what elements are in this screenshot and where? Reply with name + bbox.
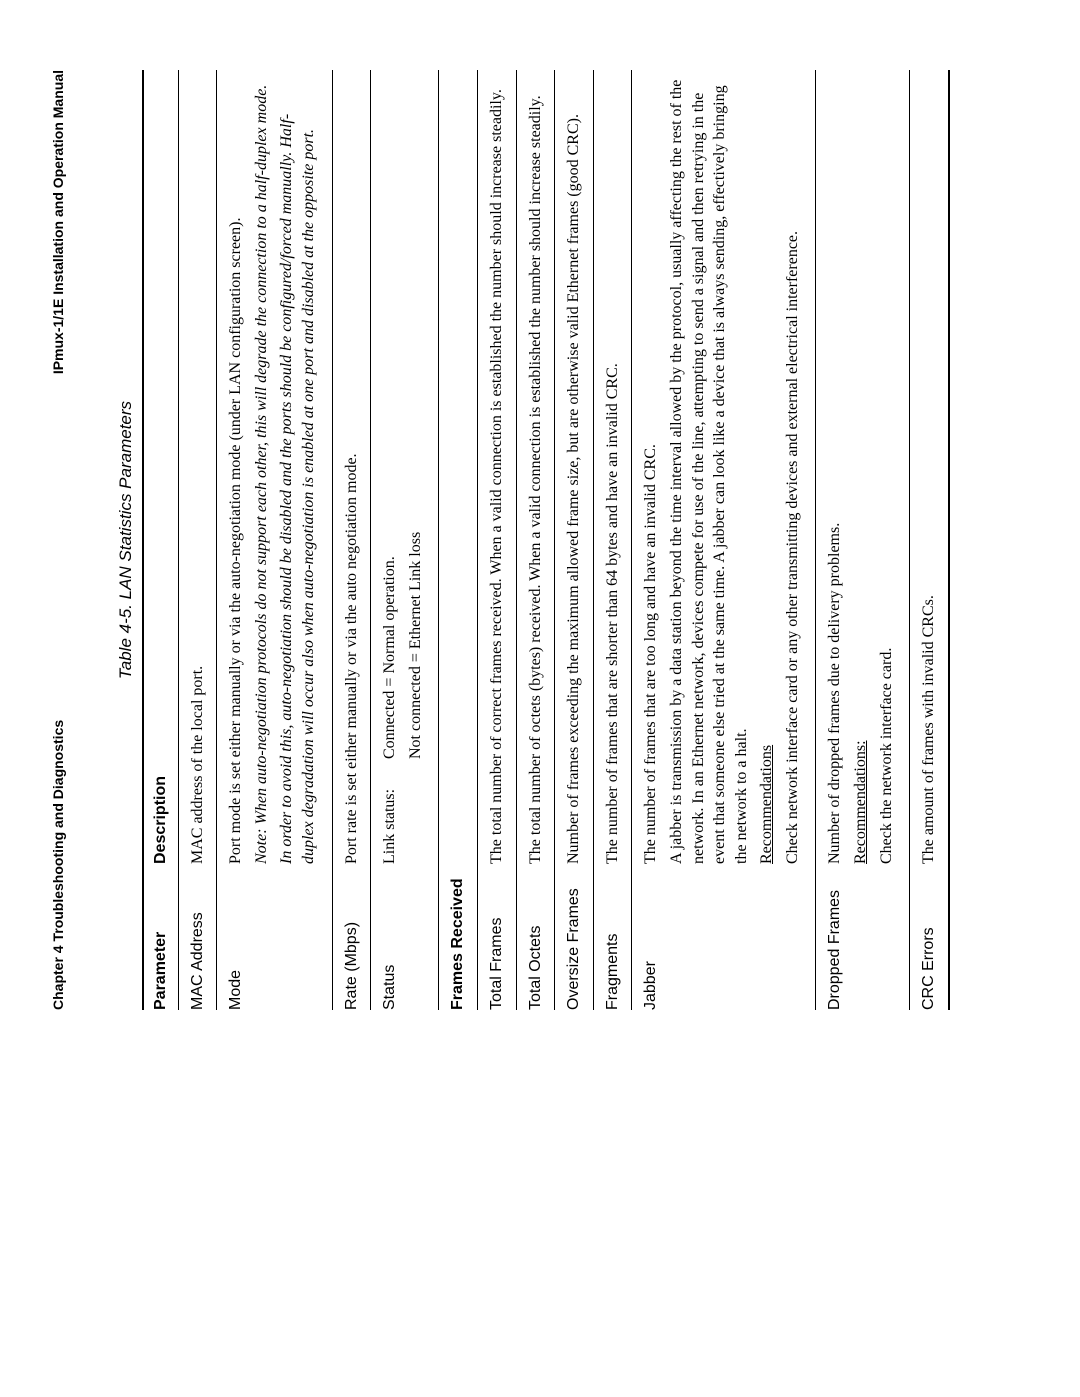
table-row: MAC Address MAC address of the local por… (178, 70, 217, 1010)
recommendations-heading: Recommendations (756, 76, 778, 864)
col-description: Description (143, 70, 178, 864)
recommendations-heading: Recommendations: (850, 76, 872, 864)
table-row: Dropped Frames Number of dropped frames … (816, 70, 910, 1010)
param-name: CRC Errors (910, 864, 949, 1010)
param-name: Rate (Mbps) (332, 864, 371, 1010)
table-row: Total Octets The total number of octets … (516, 70, 555, 1010)
status-line: Connected = Normal operation. (379, 556, 401, 759)
param-name: Jabber (632, 864, 816, 1010)
param-name: Total Frames (477, 864, 516, 1010)
page-header: Chapter 4 Troubleshooting and Diagnostic… (50, 70, 66, 1010)
desc-line: The number of frames that are too long a… (640, 76, 662, 864)
param-desc: Port rate is set either manually or via … (332, 70, 371, 864)
param-desc: The number of frames that are shorter th… (593, 70, 632, 864)
param-name: Fragments (593, 864, 632, 1010)
header-right: IPmux-1/1E Installation and Operation Ma… (50, 70, 66, 374)
param-name: MAC Address (178, 864, 217, 1010)
table-row: Fragments The number of frames that are … (593, 70, 632, 1010)
desc-line: Number of dropped frames due to delivery… (824, 76, 846, 864)
param-desc: The amount of frames with invalid CRCs. (910, 70, 949, 864)
header-left: Chapter 4 Troubleshooting and Diagnostic… (50, 720, 66, 1010)
desc-line: Check the network interface card. (876, 76, 898, 864)
table-row: Oversize Frames Number of frames exceedi… (555, 70, 594, 1010)
param-desc: Number of frames exceeding the maximum a… (555, 70, 594, 864)
desc-note: Note: When auto-negotiation protocols do… (251, 76, 273, 864)
param-name: Dropped Frames (816, 864, 910, 1010)
desc-line: Check network interface card or any othe… (782, 76, 804, 864)
table-row: Total Frames The total number of correct… (477, 70, 516, 1010)
desc-note: In order to avoid this, auto-negotiation… (276, 76, 319, 864)
param-name: Status (371, 864, 439, 1010)
status-line: Not connected = Ethernet Link loss (405, 76, 427, 759)
table-row: Rate (Mbps) Port rate is set either manu… (332, 70, 371, 1010)
desc-line: Port mode is set either manually or via … (225, 76, 247, 864)
table-row: CRC Errors The amount of frames with inv… (910, 70, 949, 1010)
param-desc: The number of frames that are too long a… (632, 70, 816, 864)
lan-statistics-table: Parameter Description MAC Address MAC ad… (142, 70, 950, 1010)
param-desc: MAC address of the local port. (178, 70, 217, 864)
param-desc: The total number of correct frames recei… (477, 70, 516, 864)
table-row: Status Link status: Connected = Normal o… (371, 70, 439, 1010)
table-title: Table 4-5. LAN Statistics Parameters (116, 70, 136, 1010)
section-header-row: Frames Received (439, 70, 478, 1010)
table-row: Mode Port mode is set either manually or… (217, 70, 332, 1010)
param-desc: Port mode is set either manually or via … (217, 70, 332, 864)
param-desc: Link status: Connected = Normal operatio… (371, 70, 439, 864)
desc-line: A jabber is transmission by a data stati… (666, 76, 752, 864)
col-parameter: Parameter (143, 864, 178, 1010)
param-name: Mode (217, 864, 332, 1010)
section-header: Frames Received (439, 70, 478, 1010)
param-desc: The total number of octets (bytes) recei… (516, 70, 555, 864)
table-row: Jabber The number of frames that are too… (632, 70, 816, 1010)
status-label: Link status: (379, 759, 401, 864)
param-name: Oversize Frames (555, 864, 594, 1010)
param-desc: Number of dropped frames due to delivery… (816, 70, 910, 864)
param-name: Total Octets (516, 864, 555, 1010)
